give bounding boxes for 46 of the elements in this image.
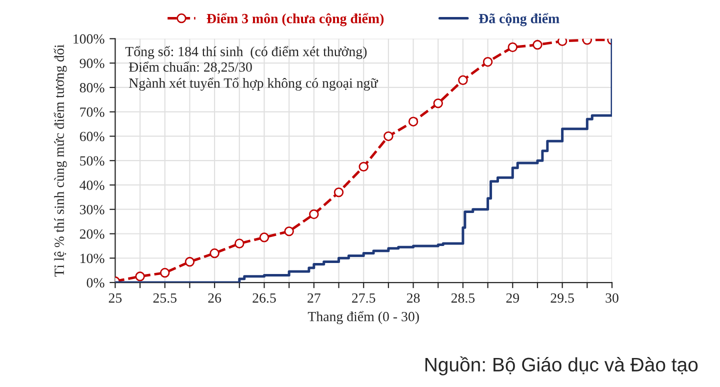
x-tick-label: 26.5 bbox=[252, 293, 276, 303]
x-tick-label: 29 bbox=[506, 293, 520, 303]
x-tick-label: 27.5 bbox=[352, 293, 376, 303]
x-tick-label: 30 bbox=[606, 293, 618, 303]
x-tick-label: 26 bbox=[208, 293, 222, 303]
point bbox=[334, 187, 344, 198]
y-tick-label: 30% bbox=[80, 204, 104, 214]
x-axis-title: Thang điểm (0 - 30) bbox=[308, 311, 419, 324]
point bbox=[532, 40, 542, 50]
point bbox=[458, 75, 468, 86]
x-tick-label: 27 bbox=[308, 293, 320, 303]
legend-label: Đã cộng điểm bbox=[478, 13, 560, 26]
point bbox=[284, 226, 294, 236]
point bbox=[160, 268, 170, 278]
x-tick-label: 28.5 bbox=[451, 293, 475, 303]
point bbox=[259, 232, 270, 242]
x-tick-label: 25 bbox=[108, 293, 122, 303]
point bbox=[508, 42, 518, 52]
point bbox=[234, 238, 244, 248]
y-tick-label: 40% bbox=[80, 180, 104, 190]
y-tick-label: 20% bbox=[80, 229, 104, 239]
point bbox=[309, 209, 319, 220]
point bbox=[184, 256, 195, 267]
y-tick-label: 80% bbox=[80, 83, 104, 92]
y-tick-label: 50% bbox=[80, 156, 104, 166]
point bbox=[135, 272, 145, 282]
y-axis-title: Tỉ lệ % thí sinh cùng mức điểm tương đối bbox=[54, 44, 67, 277]
y-tick-label: 70% bbox=[80, 107, 104, 117]
point bbox=[408, 116, 418, 126]
y-tick-label: 90% bbox=[80, 58, 104, 68]
point bbox=[557, 38, 568, 46]
x-tick-label: 25.5 bbox=[153, 293, 176, 303]
point bbox=[358, 162, 368, 172]
point bbox=[384, 131, 394, 142]
x-tick-label: 28 bbox=[406, 293, 420, 303]
point bbox=[210, 248, 220, 258]
x-tick-label: 29.5 bbox=[550, 293, 574, 303]
point bbox=[433, 98, 443, 108]
point bbox=[482, 57, 493, 67]
y-tick-label: 10% bbox=[80, 254, 104, 264]
y-tick-label: 100% bbox=[74, 34, 104, 44]
legend-label: Điểm 3 môn (chưa cộng điểm) bbox=[206, 13, 384, 26]
annotation: Tổng số: 184 thí sinh (có điểm xét thưởng) Điểm chuẩn: 28,25/30 Ngành xét tuyển Tổ hợp không có ngoại ngữ bbox=[125, 46, 378, 91]
text: Nguồn: Bộ Giáo dục và Đào tạo bbox=[425, 356, 698, 376]
y-tick-label: 0% bbox=[86, 278, 104, 288]
y-tick-label: 60% bbox=[80, 132, 104, 142]
